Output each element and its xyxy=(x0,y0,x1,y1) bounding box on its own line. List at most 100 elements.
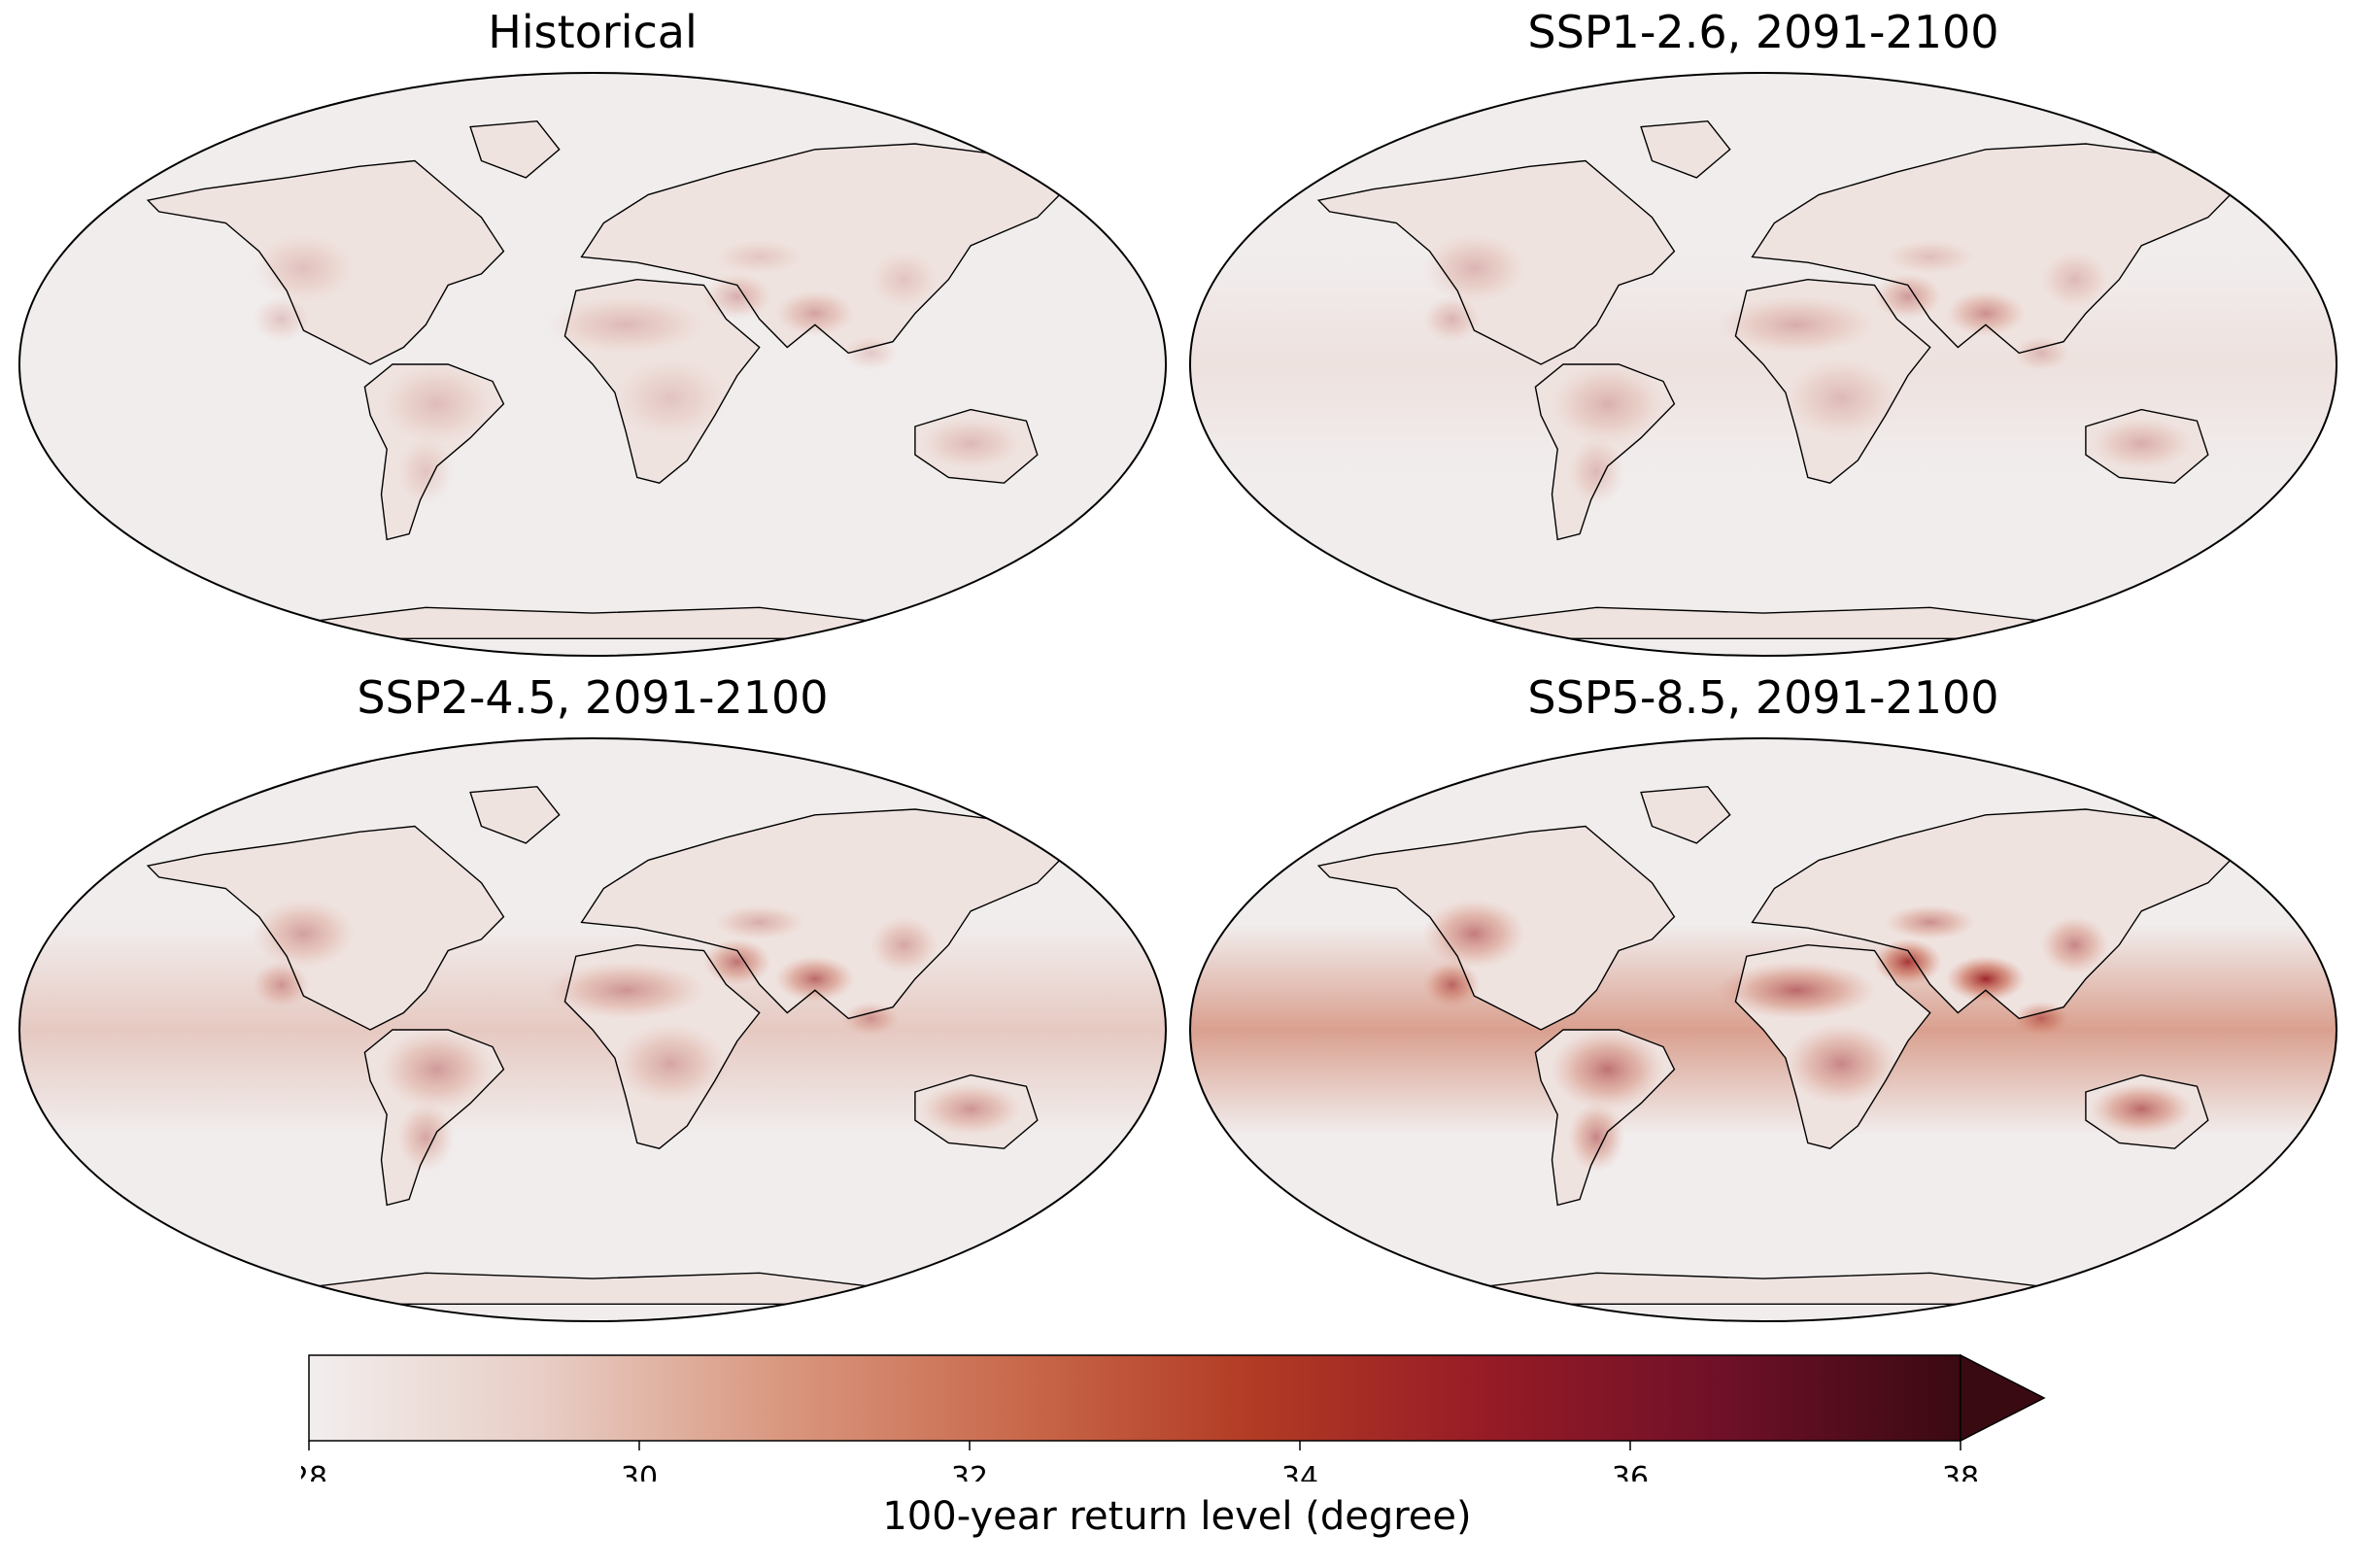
colorbar-tick-label: 34 xyxy=(1281,1461,1318,1482)
map-border xyxy=(18,737,1167,1322)
heat-region xyxy=(1873,938,1943,986)
heat-region xyxy=(919,417,1023,470)
coastline-greenland xyxy=(1640,785,1731,844)
coastline-antarctica xyxy=(1457,606,2069,639)
coastline-antarctica xyxy=(287,1272,899,1305)
heat-region xyxy=(1945,955,2027,1003)
coastline-samerica xyxy=(1534,1029,1676,1207)
heat-region xyxy=(1884,904,1976,940)
colorbar-tick-label: 28 xyxy=(301,1461,327,1482)
coastline-greenland xyxy=(469,119,561,179)
panel-title: SSP5-8.5, 2091-2100 xyxy=(1527,671,1999,724)
coastline-namerica xyxy=(146,825,505,1031)
heat-region xyxy=(379,1028,495,1110)
heat-region xyxy=(252,899,356,970)
heat-region xyxy=(1873,273,1943,321)
land-eurasia xyxy=(1752,809,2242,1019)
colorbar-tick-label: 32 xyxy=(951,1461,988,1482)
heat-region xyxy=(774,290,856,337)
map-panel-historical: Historical xyxy=(15,10,1171,661)
heat-region xyxy=(1945,290,2027,337)
map-panel-ssp585: SSP5-8.5, 2091-2100 xyxy=(1185,675,2341,1326)
land-eurasia xyxy=(581,144,1072,354)
land-antarctica xyxy=(1457,1273,2069,1305)
heat-region xyxy=(1716,295,1877,355)
coastline-australia xyxy=(2085,408,2209,484)
land-antarctica xyxy=(1457,607,2069,639)
map-panel-ssp126: SSP1-2.6, 2091-2100 xyxy=(1185,10,2341,661)
colorbar-tick-label: 30 xyxy=(621,1461,658,1482)
coastline-namerica xyxy=(1316,825,1676,1031)
heat-region xyxy=(1423,295,1482,343)
heat-region xyxy=(1784,357,1899,439)
world-map xyxy=(18,72,1167,657)
coastline-namerica xyxy=(146,159,505,365)
heat-region xyxy=(919,1082,1023,1136)
world-map xyxy=(1189,737,2337,1322)
heat-region xyxy=(713,239,805,275)
coastline-africa xyxy=(563,943,761,1149)
coastline-greenland xyxy=(1640,119,1731,179)
heat-region xyxy=(1422,899,1526,970)
heat-region xyxy=(1567,1102,1625,1173)
heat-region xyxy=(613,357,729,439)
land-eurasia xyxy=(1752,144,2242,354)
heat-region xyxy=(870,915,938,974)
coastline-australia xyxy=(2085,1074,2209,1149)
coastline-australia xyxy=(914,1074,1039,1149)
coastline-antarctica xyxy=(1457,1272,2069,1305)
heat-region xyxy=(2090,417,2194,470)
heat-region xyxy=(253,295,311,343)
heat-region xyxy=(396,436,455,507)
coastline-africa xyxy=(1734,278,1931,484)
heat-region xyxy=(1884,239,1976,275)
coastline-eurasia xyxy=(580,143,1073,355)
heat-region xyxy=(702,938,772,986)
coastline-namerica xyxy=(1316,159,1676,365)
coastline-antarctica xyxy=(287,606,899,639)
heat-region xyxy=(774,955,856,1003)
colorbar-extend-arrow xyxy=(1960,1353,2046,1443)
coastline-greenland xyxy=(469,785,561,844)
heat-region xyxy=(1567,436,1625,507)
land-eurasia xyxy=(581,809,1072,1019)
heat-region xyxy=(1784,1022,1899,1105)
heat-region xyxy=(252,233,356,304)
heat-region xyxy=(713,904,805,940)
colorbar-label: 100-year return level (degree) xyxy=(882,1494,1472,1539)
heat-region xyxy=(545,295,706,355)
coastline-africa xyxy=(1734,943,1931,1149)
coastline-samerica xyxy=(1534,363,1676,541)
map-border xyxy=(18,72,1167,657)
heat-region xyxy=(2040,915,2109,974)
panel-title: SSP1-2.6, 2091-2100 xyxy=(1527,6,1999,58)
heat-region xyxy=(1550,1028,1665,1110)
panel-title: Historical xyxy=(488,6,698,58)
heat-region xyxy=(379,362,495,445)
land-greenland xyxy=(470,786,560,843)
land-greenland xyxy=(1641,120,1730,178)
coastline-samerica xyxy=(363,363,505,541)
map-border xyxy=(1189,737,2337,1322)
land-greenland xyxy=(470,120,560,178)
colorbar-tick-label: 36 xyxy=(1612,1461,1649,1482)
map-panel-ssp245: SSP2-4.5, 2091-2100 xyxy=(15,675,1171,1326)
coastline-australia xyxy=(914,408,1039,484)
land-greenland xyxy=(1641,786,1730,843)
heat-region xyxy=(545,961,706,1020)
heat-region xyxy=(2040,250,2109,309)
panel-title: SSP2-4.5, 2091-2100 xyxy=(357,671,829,724)
coastline-eurasia xyxy=(580,808,1073,1020)
coastline-eurasia xyxy=(1751,808,2243,1020)
heat-region xyxy=(1422,233,1526,304)
colorbar: 28 30 32 34 36 38 xyxy=(301,1353,2046,1482)
colorbar-gradient xyxy=(308,1354,1962,1442)
heat-region xyxy=(253,961,311,1008)
heat-region xyxy=(1550,362,1665,445)
colorbar-tick-label: 38 xyxy=(1942,1461,1979,1482)
world-map xyxy=(18,737,1167,1322)
colorbar-ticks: 28 30 32 34 36 38 xyxy=(301,1441,1979,1482)
coastline-eurasia xyxy=(1751,143,2243,355)
heat-region xyxy=(1423,961,1482,1008)
world-map xyxy=(1189,72,2337,657)
